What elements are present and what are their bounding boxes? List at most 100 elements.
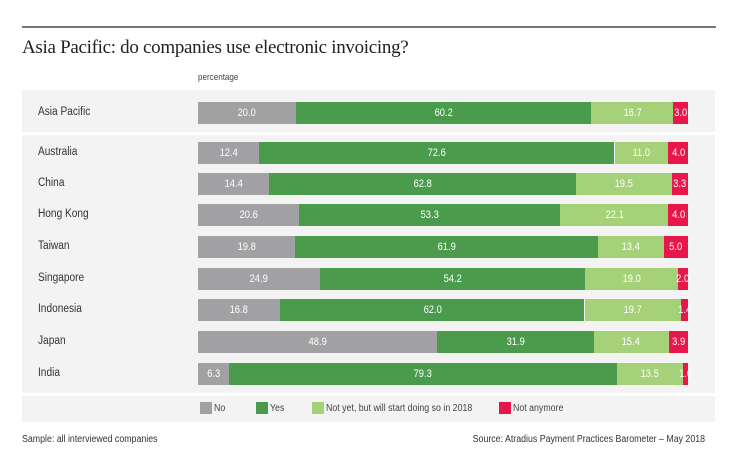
unit-label: percentage	[198, 72, 239, 83]
data-label: 4.0	[671, 209, 685, 221]
bar-segment: 60.2	[296, 102, 592, 124]
data-label: 1.4	[678, 304, 692, 316]
data-label: 1.0	[679, 368, 693, 380]
data-label: 12.4	[219, 147, 238, 159]
source-note: Source: Atradius Payment Practices Barom…	[472, 434, 705, 445]
bar-segment: 5.0	[663, 236, 688, 258]
data-label: 61.9	[437, 241, 456, 253]
category-label: Asia Pacific	[38, 106, 91, 118]
data-label: 19.5	[614, 178, 634, 190]
category-label: Australia	[38, 146, 78, 158]
data-label: 5.0	[669, 241, 683, 253]
data-label: 3.0	[674, 107, 688, 119]
bar-segment: 61.9	[294, 236, 598, 258]
bar-segment: 11.0	[614, 142, 669, 164]
data-label: 22.1	[605, 209, 624, 221]
category-label: India	[38, 367, 60, 379]
category-label: Taiwan	[38, 240, 70, 252]
bar-segment: 16.7	[591, 102, 674, 124]
legend-label: Not anymore	[513, 402, 564, 414]
legend-swatch	[256, 402, 268, 414]
bar-segment: 14.4	[198, 173, 269, 195]
legend-item: Not anymore	[499, 402, 570, 414]
legend-label: Yes	[270, 402, 285, 414]
bar-segment: 79.3	[228, 363, 617, 385]
data-label: 72.6	[427, 147, 446, 159]
data-label: 14.4	[224, 178, 243, 190]
bar-segment: 19.5	[576, 173, 672, 195]
data-label: 3.9	[671, 336, 685, 348]
data-label: 6.3	[206, 368, 220, 380]
category-label: Singapore	[38, 272, 85, 284]
bar-segment: 19.0	[585, 268, 679, 290]
data-label: 15.4	[622, 336, 641, 348]
bar-segment: 48.9	[198, 331, 438, 353]
data-label: 62.0	[423, 304, 442, 316]
bar-segment: 62.8	[268, 173, 577, 195]
bar-segment: 22.1	[560, 204, 669, 226]
divider	[22, 132, 715, 135]
chart-title: Asia Pacific: do companies use electroni…	[22, 37, 409, 58]
divider	[22, 393, 715, 396]
sample-note: Sample: all interviewed companies	[22, 434, 158, 445]
data-label: 16.7	[623, 107, 642, 119]
legend-item: Not yet, but will start doing so in 2018	[312, 402, 492, 414]
legend-label: Not yet, but will start doing so in 2018	[326, 402, 473, 414]
bar-segment: 6.3	[198, 363, 229, 385]
data-label: 53.3	[420, 209, 439, 221]
bar-segment: 15.4	[593, 331, 669, 353]
bar-segment: 72.6	[258, 142, 615, 164]
bar-segment: 3.0	[673, 102, 688, 124]
bar-segment: 62.0	[280, 299, 585, 321]
bar-segment: 2.0	[676, 268, 690, 290]
bar-segment: 1.4	[678, 299, 692, 321]
data-label: 13.4	[621, 241, 640, 253]
bar-segment: 16.8	[198, 299, 281, 321]
data-label: 24.9	[249, 273, 269, 285]
top-rule	[22, 26, 716, 28]
data-label: 48.9	[308, 336, 327, 348]
data-label: 3.3	[673, 178, 687, 190]
bar-segment: 20.0	[198, 102, 297, 124]
data-label: 19.0	[622, 273, 641, 285]
legend-item: No	[200, 402, 227, 414]
bar-segment: 1.0	[679, 363, 692, 385]
category-label: Japan	[38, 335, 66, 347]
legend-item: Yes	[256, 402, 286, 414]
bar-segment: 12.4	[198, 142, 259, 164]
bar-segment: 53.3	[298, 204, 561, 226]
bar-segment: 3.9	[668, 331, 688, 353]
data-label: 79.3	[413, 368, 433, 380]
legend-swatch	[200, 402, 212, 414]
data-label: 13.5	[640, 368, 660, 380]
legend-label: No	[214, 402, 226, 414]
category-label: China	[38, 177, 65, 189]
data-label: 16.8	[230, 304, 249, 316]
bar-segment: 3.3	[671, 173, 688, 195]
data-label: 2.0	[676, 273, 690, 285]
data-label: 62.8	[413, 178, 432, 190]
data-label: 11.0	[632, 147, 651, 159]
bar-segment: 54.2	[319, 268, 586, 290]
legend-swatch	[312, 402, 324, 414]
bar-segment: 19.7	[584, 299, 682, 321]
data-label: 54.2	[443, 273, 462, 285]
bar-segment: 4.0	[668, 142, 688, 164]
data-label: 60.2	[434, 107, 453, 119]
data-label: 31.9	[506, 336, 525, 348]
legend-swatch	[499, 402, 511, 414]
bar-segment: 13.5	[617, 363, 684, 385]
data-label: 4.0	[671, 147, 685, 159]
data-label: 19.7	[623, 304, 642, 316]
bar-segment: 13.4	[597, 236, 664, 258]
data-label: 19.8	[237, 241, 256, 253]
bar-segment: 31.9	[437, 331, 594, 353]
bar-segment: 4.0	[668, 204, 688, 226]
bar-segment: 19.8	[198, 236, 295, 258]
category-label: Hong Kong	[38, 208, 89, 220]
bar-segment: 24.9	[198, 268, 320, 290]
category-label: Indonesia	[38, 303, 82, 315]
bar-segment: 20.6	[198, 204, 299, 226]
data-label: 20.0	[237, 107, 257, 119]
data-label: 20.6	[239, 209, 258, 221]
